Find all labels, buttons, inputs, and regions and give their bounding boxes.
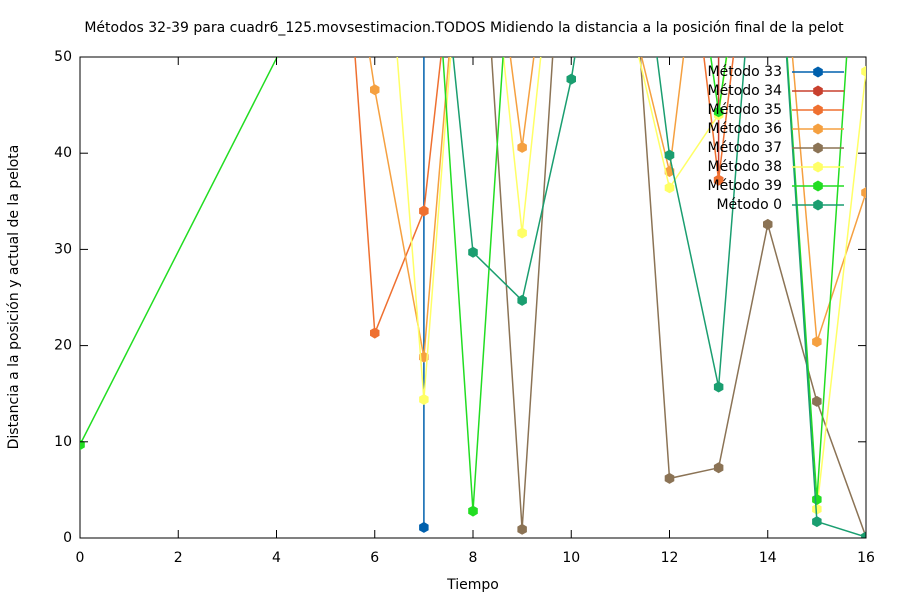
x-tick-label: 2	[174, 550, 183, 566]
data-point	[566, 73, 576, 85]
series-line	[354, 57, 735, 334]
data-point	[517, 294, 527, 306]
data-point	[812, 336, 822, 348]
y-axis-label: Distancia a la posición y actual de la p…	[6, 145, 22, 450]
legend-label: Método 34	[708, 83, 783, 99]
y-tick-label: 10	[54, 434, 72, 450]
data-point	[713, 174, 724, 186]
series-line	[396, 57, 866, 510]
y-tick-label: 20	[54, 338, 72, 354]
legend-marker	[813, 104, 823, 116]
x-tick-label: 16	[857, 550, 875, 566]
x-tick-label: 0	[76, 550, 85, 566]
data-point	[812, 494, 822, 505]
data-point	[370, 84, 380, 96]
plot-area	[80, 57, 866, 538]
legend-label: Método 38	[708, 159, 782, 175]
y-tick-label: 40	[54, 145, 72, 161]
data-point	[468, 505, 478, 517]
x-tick-label: 8	[469, 550, 478, 566]
x-tick-label: 12	[661, 550, 679, 566]
data-point	[80, 439, 85, 451]
data-point	[713, 462, 724, 474]
legend-marker	[813, 180, 823, 192]
legend-label: Método 33	[708, 64, 782, 80]
data-point	[419, 205, 429, 217]
data-point	[713, 106, 724, 118]
x-tick-label: 10	[562, 550, 580, 566]
data-point	[419, 521, 429, 533]
data-point	[861, 531, 866, 538]
data-point	[664, 472, 675, 484]
data-point	[664, 182, 675, 194]
data-point	[812, 516, 822, 528]
legend-label: Método 0	[716, 197, 782, 213]
legend-label: Método 35	[708, 102, 782, 118]
legend-marker	[813, 66, 823, 78]
legend-marker	[813, 123, 823, 135]
legend-marker	[813, 85, 823, 97]
legend-marker	[813, 142, 823, 154]
data-point	[468, 246, 478, 258]
data-point	[812, 503, 822, 515]
x-axis-label: Tiempo	[446, 577, 499, 593]
y-tick-label: 0	[63, 530, 72, 546]
legend-label: Método 37	[708, 140, 782, 156]
data-point	[664, 149, 675, 161]
y-tick-label: 50	[54, 49, 72, 65]
legend-marker	[813, 199, 823, 211]
x-tick-label: 4	[272, 550, 281, 566]
series-line	[452, 57, 866, 538]
data-point	[763, 218, 773, 230]
x-tick-label: 14	[759, 550, 777, 566]
data-point	[517, 141, 527, 153]
series-line	[490, 57, 866, 538]
legend-label: Método 36	[708, 121, 783, 137]
data-point	[419, 394, 429, 405]
legend-marker	[813, 161, 823, 173]
y-tick-label: 30	[54, 241, 72, 257]
data-point	[713, 381, 724, 393]
data-point	[861, 65, 866, 77]
series-line	[80, 57, 848, 512]
series-line	[369, 57, 866, 358]
x-tick-label: 6	[370, 550, 379, 566]
data-point	[861, 187, 866, 199]
data-point	[370, 327, 380, 339]
data-point	[517, 227, 527, 239]
chart-title: Métodos 32-39 para cuadr6_125.movsestima…	[84, 20, 844, 36]
data-point	[517, 523, 527, 535]
legend-label: Método 39	[708, 178, 782, 194]
data-point	[812, 395, 822, 407]
